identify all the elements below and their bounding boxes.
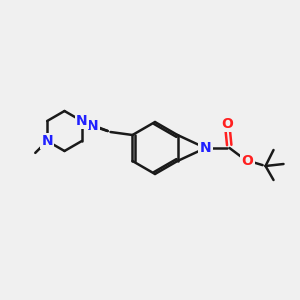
Text: N: N <box>76 114 88 128</box>
Text: N: N <box>41 134 53 148</box>
Text: N: N <box>87 119 98 133</box>
Text: N: N <box>200 141 211 155</box>
Text: O: O <box>222 117 233 131</box>
Text: O: O <box>242 154 254 168</box>
